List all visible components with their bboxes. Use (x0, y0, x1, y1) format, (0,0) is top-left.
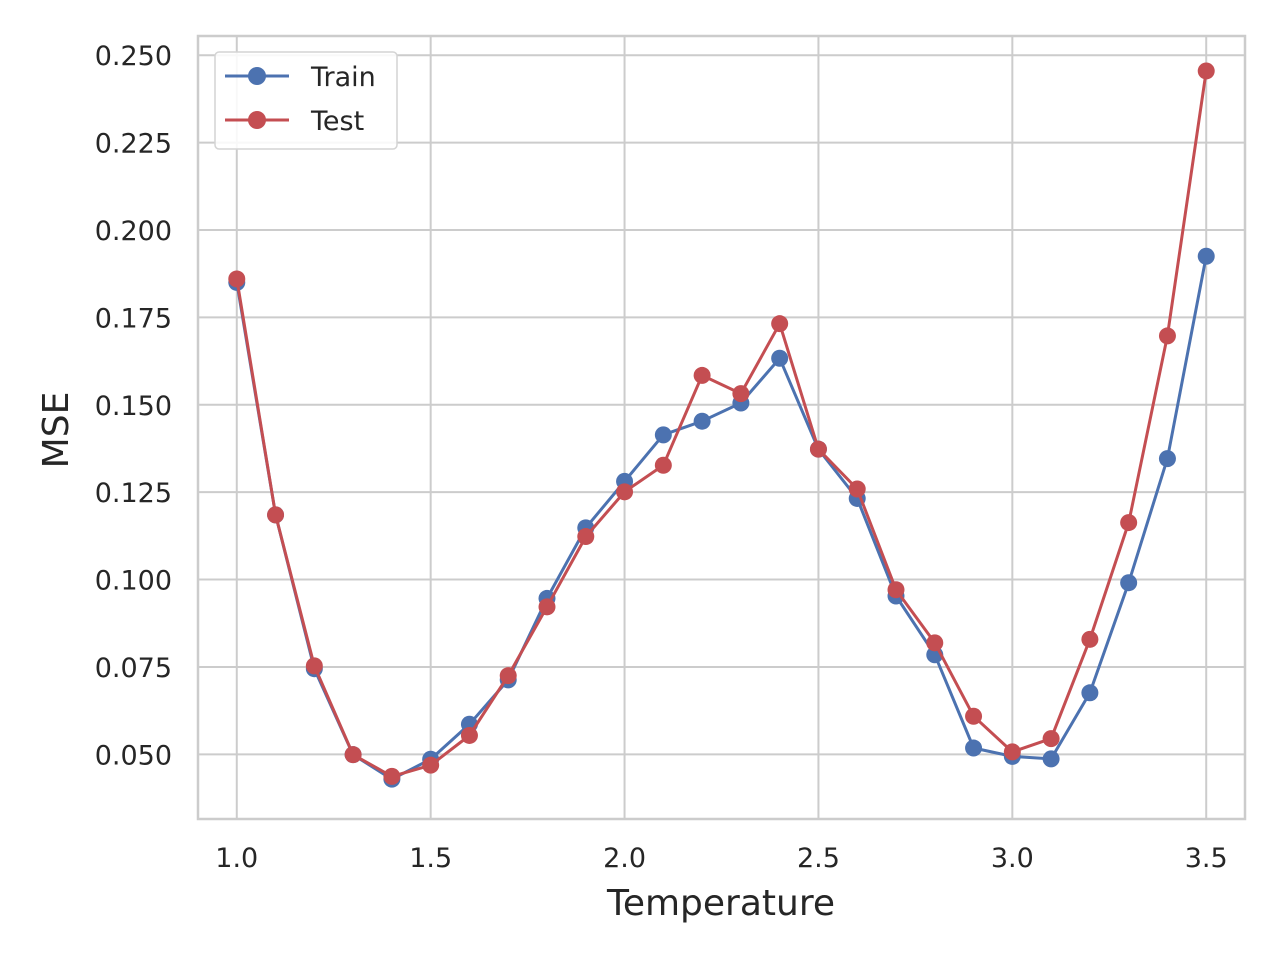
y-tick-label: 0.200 (95, 216, 172, 247)
plot-frame (196, 34, 1247, 821)
test-point (616, 483, 634, 501)
test-point (305, 657, 323, 675)
y-tick-label: 0.175 (95, 303, 172, 334)
y-tick-label: 0.250 (95, 41, 172, 72)
y-tick-labels: 0.050 0.075 0.100 0.125 0.150 0.175 0.200 0.225… (95, 41, 172, 771)
test-point (538, 598, 556, 616)
test-point (267, 506, 285, 524)
x-tick-label: 1.5 (409, 843, 452, 874)
y-tick-label: 0.050 (95, 740, 172, 771)
x-gridlines (235, 36, 1208, 819)
y-tick-label: 0.100 (95, 566, 172, 597)
test-point (1158, 327, 1176, 345)
test-point (848, 480, 866, 498)
train-point (1158, 450, 1176, 468)
x-tick-label: 3.5 (1185, 843, 1228, 874)
train-point (693, 412, 711, 430)
test-point (693, 366, 711, 384)
test-point (1042, 730, 1060, 748)
x-tick-label: 2.0 (603, 843, 646, 874)
test-point (1003, 743, 1021, 761)
y-axis-title: MSE (36, 392, 77, 469)
test-point (422, 756, 440, 774)
series-test (228, 62, 1215, 785)
train-point (1197, 247, 1215, 265)
test-point (926, 634, 944, 652)
x-tick-label: 3.0 (991, 843, 1034, 874)
y-tick-label: 0.150 (95, 391, 172, 422)
test-point (344, 746, 362, 764)
legend-test-marker (248, 111, 266, 129)
test-point (771, 315, 789, 333)
test-point (732, 385, 750, 403)
x-tick-label: 1.0 (215, 843, 258, 874)
y-tick-label: 0.225 (95, 129, 172, 160)
test-point (228, 270, 246, 288)
x-tick-label: 2.5 (797, 843, 840, 874)
legend-test-label: Test (310, 106, 364, 137)
y-tick-label: 0.075 (95, 653, 172, 684)
train-point (771, 349, 789, 367)
test-point (1120, 514, 1138, 532)
test-point (383, 767, 401, 785)
series-layer (228, 62, 1215, 788)
test-point (809, 440, 827, 458)
test-point (887, 581, 905, 599)
train-point (654, 426, 672, 444)
legend-train-label: Train (310, 62, 376, 93)
legend: Train Test (214, 51, 398, 150)
test-point (577, 528, 595, 546)
train-point (1081, 684, 1099, 702)
legend-train-marker (248, 67, 266, 85)
test-point (460, 726, 478, 744)
test-point (499, 667, 517, 685)
train-point (1120, 574, 1138, 592)
train-point (965, 739, 983, 757)
test-point (1081, 630, 1099, 648)
y-tick-label: 0.125 (95, 478, 172, 509)
test-point (1197, 62, 1215, 80)
x-axis-title: Temperature (606, 883, 835, 924)
x-tick-labels: 1.0 1.5 2.0 2.5 3.0 3.5 (215, 843, 1227, 874)
test-point (654, 456, 672, 474)
test-point (965, 707, 983, 725)
plot-area (198, 36, 1245, 819)
train-point (1042, 750, 1060, 768)
